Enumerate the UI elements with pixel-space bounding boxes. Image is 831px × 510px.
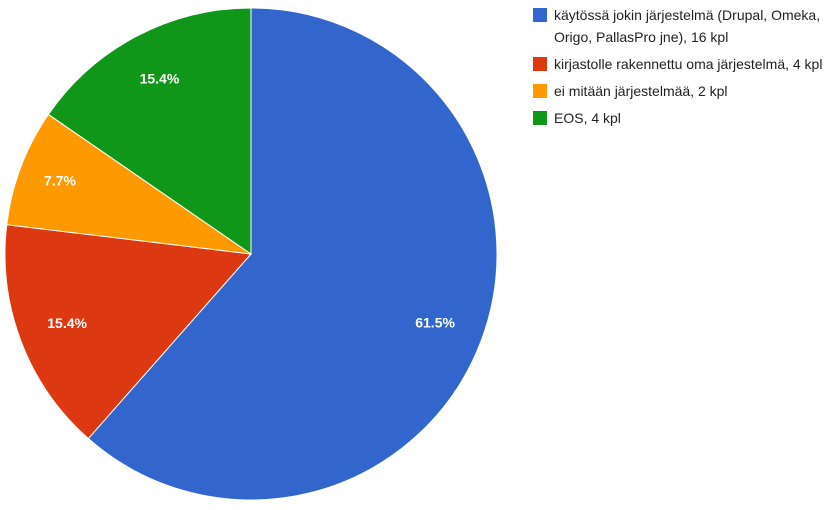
data-label: 7.7%: [44, 173, 76, 189]
legend-item: käytössä jokin järjestelmä (Drupal, Omek…: [533, 4, 823, 48]
legend-item: ei mitään järjestelmää, 2 kpl: [533, 80, 823, 102]
legend-label: EOS, 4 kpl: [554, 110, 621, 126]
pie-slice: [47, 7, 252, 255]
data-label: 61.5%: [415, 314, 455, 330]
data-label: 15.4%: [47, 315, 87, 331]
legend-label: käytössä jokin järjestelmä (Drupal, Omek…: [554, 7, 821, 45]
pie-slice: [87, 7, 498, 501]
pie-slice: [6, 113, 252, 255]
legend-item: EOS, 4 kpl: [533, 107, 823, 129]
pie-slice: [4, 224, 253, 440]
legend: käytössä jokin järjestelmä (Drupal, Omek…: [533, 4, 823, 134]
legend-label: ei mitään järjestelmää, 2 kpl: [554, 83, 728, 99]
legend-swatch: [533, 8, 547, 22]
legend-label: kirjastolle rakennettu oma järjestelmä, …: [554, 56, 823, 72]
legend-swatch: [533, 57, 547, 71]
data-label: 15.4%: [140, 70, 180, 86]
legend-swatch: [533, 84, 547, 98]
legend-item: kirjastolle rakennettu oma järjestelmä, …: [533, 53, 823, 75]
legend-swatch: [533, 111, 547, 125]
